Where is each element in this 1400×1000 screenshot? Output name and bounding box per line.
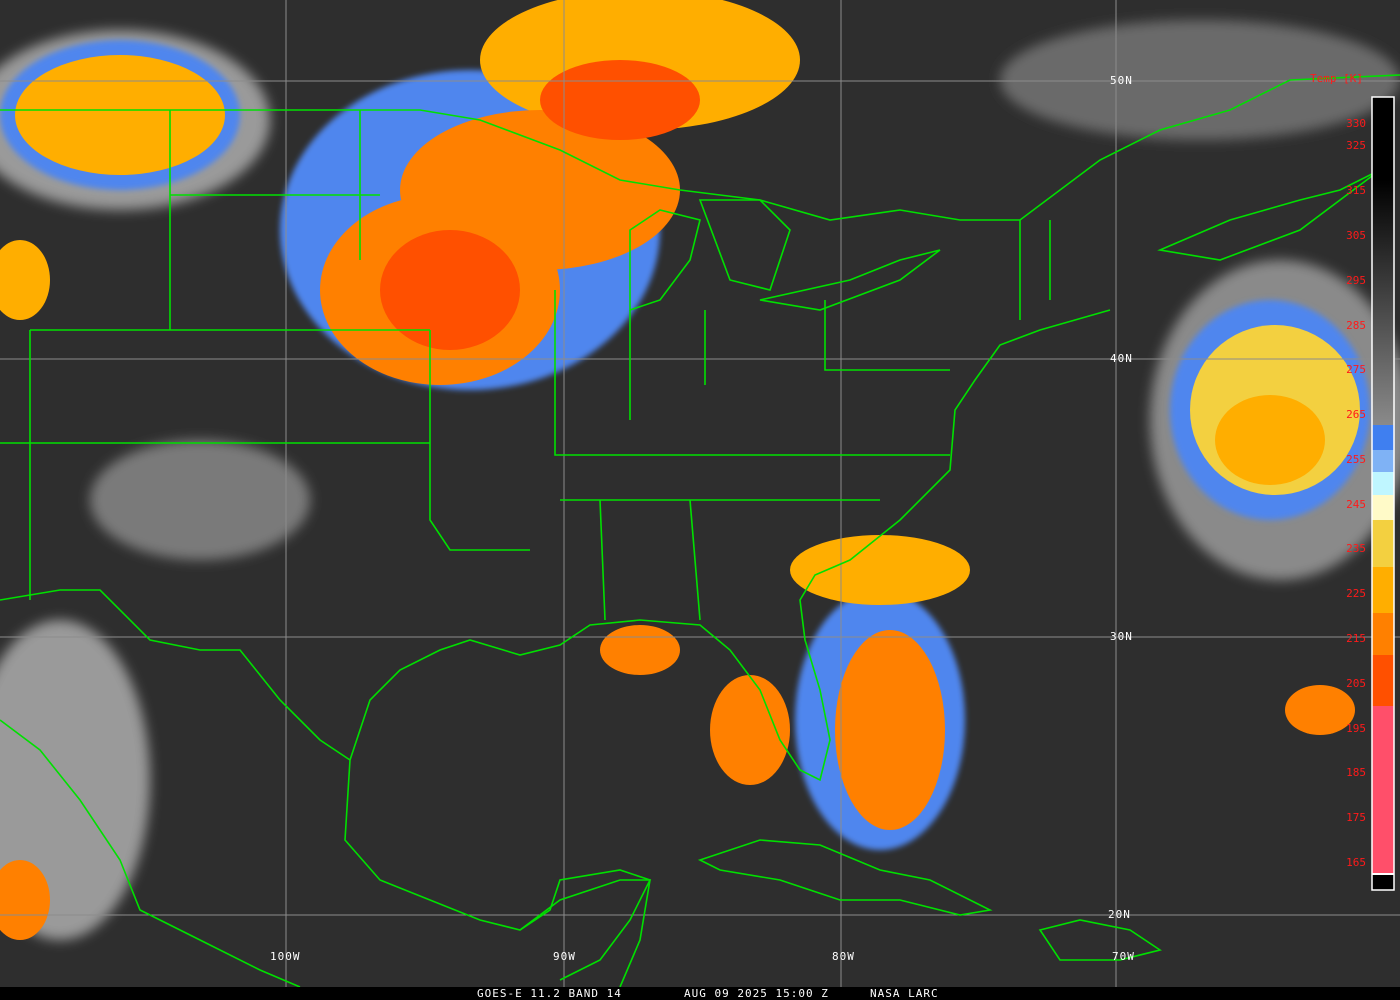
yucatan-coastline — [519, 879, 651, 988]
lon-label-90w: 90W — [553, 950, 576, 963]
nova-scotia-coastline — [1157, 169, 1381, 261]
great-lakes — [629, 199, 941, 312]
mexico-boundary — [0, 589, 351, 761]
us-coastline — [344, 309, 1111, 981]
colorbar-segment-pink — [1372, 706, 1394, 873]
hispaniola-coastline — [1038, 919, 1162, 961]
credit-label: NASA LARC — [870, 987, 939, 1000]
colorbar-segment-pale-yellow — [1372, 495, 1394, 520]
cloud-top — [790, 535, 970, 605]
colorbar-segment-black — [1372, 875, 1394, 890]
cloud-top — [1215, 395, 1325, 485]
colorbar-tick-235: 235 — [1346, 542, 1366, 556]
colorbar-tick-205: 205 — [1346, 676, 1366, 690]
state-lines — [0, 110, 1051, 621]
cloud-top — [15, 55, 225, 175]
lon-label-70w: 70W — [1112, 950, 1135, 963]
colorbar-tick-245: 245 — [1346, 497, 1366, 511]
cloud-top — [1285, 685, 1355, 735]
cloud-top — [710, 675, 790, 785]
colorbar-tick-185: 185 — [1346, 766, 1366, 780]
colorbar-tick-225: 225 — [1346, 587, 1366, 601]
colorbar-segment-cyan — [1372, 472, 1394, 495]
colorbar-tick-215: 215 — [1346, 632, 1366, 646]
colorbar-tick-165: 165 — [1346, 856, 1366, 869]
datetime-label: AUG 09 2025 15:00 Z — [684, 987, 829, 1000]
colorbar-border — [1371, 96, 1395, 891]
colorbar-tick-330: 330 — [1346, 117, 1366, 130]
mexico-pacific-coast — [0, 719, 301, 988]
colorbar-segment-amber — [1372, 567, 1394, 613]
colorbar-tick-325: 325 — [1346, 139, 1366, 153]
cloud-top — [835, 630, 945, 830]
lon-label-80w: 80W — [832, 950, 855, 963]
colorbar-tick-295: 295 — [1346, 273, 1366, 287]
colorbar-segment-yellow — [1372, 520, 1394, 567]
cloud-haze — [0, 620, 150, 940]
cloud-haze — [90, 440, 310, 560]
satellite-band-label: GOES-E 11.2 BAND 14 — [477, 987, 622, 1000]
cloud-layer — [0, 0, 1400, 940]
cloud-top — [0, 860, 50, 940]
colorbar-segment-red-orange — [1372, 655, 1394, 706]
colorbar-segment-white — [1372, 873, 1394, 875]
cloud-haze — [1000, 20, 1400, 140]
colorbar-segment-orange — [1372, 613, 1394, 655]
cloud-top — [0, 240, 50, 320]
colorbar-tick-305: 305 — [1346, 228, 1366, 242]
colorbar-tick-315: 315 — [1346, 184, 1366, 198]
colorbar-tick-195: 195 — [1346, 721, 1366, 735]
lat-label-20n: 20N — [1108, 908, 1131, 921]
colorbar-tick-285: 285 — [1346, 318, 1366, 332]
canada-border — [0, 74, 1400, 221]
lat-label-30n: 30N — [1110, 630, 1133, 643]
colorbar-tick-255: 255 — [1346, 452, 1366, 466]
lon-label-100w: 100W — [270, 950, 301, 963]
colorbar-tick-265: 265 — [1346, 408, 1366, 422]
lat-label-40n: 40N — [1110, 352, 1133, 365]
colorbar-segment-blue — [1372, 425, 1394, 450]
caption-bar: GOES-E 11.2 BAND 14 AUG 09 2025 15:00 Z … — [0, 987, 1400, 1000]
cloud-top — [380, 230, 520, 350]
boundaries — [0, 74, 1400, 988]
colorbar-title: Temp [K] — [1310, 72, 1363, 85]
colorbar-segment-gray — [1372, 97, 1394, 425]
colorbar-tick-175: 175 — [1346, 811, 1366, 825]
cloud-top — [600, 625, 680, 675]
colorbar-segment-light-blue — [1372, 450, 1394, 472]
cloud-top — [540, 60, 700, 140]
colorbar-tick-275: 275 — [1346, 363, 1366, 377]
lat-label-50n: 50N — [1110, 74, 1133, 87]
temperature-colorbar — [1371, 96, 1395, 891]
cuba-coastline — [697, 839, 993, 916]
